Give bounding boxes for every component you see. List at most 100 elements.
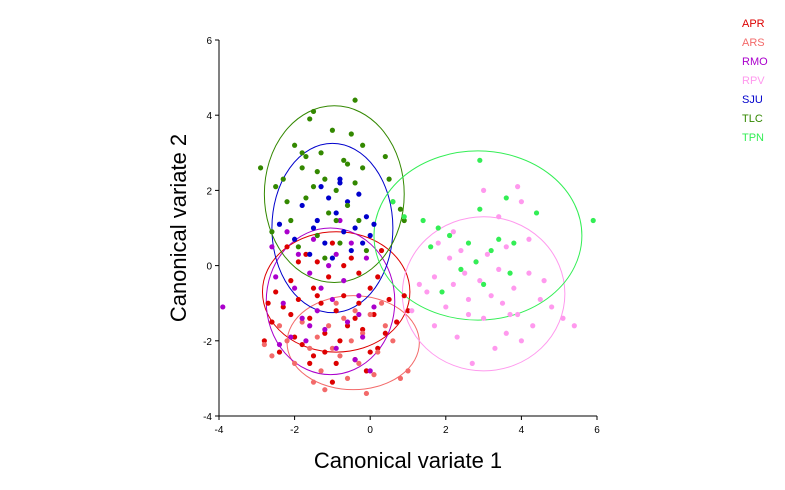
point-tlc xyxy=(352,180,358,186)
point-apr xyxy=(295,259,301,265)
point-rmo xyxy=(367,368,373,374)
point-rpv xyxy=(409,308,415,314)
point-rmo xyxy=(333,251,339,257)
point-apr xyxy=(276,349,283,355)
point-rmo xyxy=(307,270,313,276)
ellipse-tpn xyxy=(373,150,583,321)
point-tpn xyxy=(477,157,483,163)
point-apr xyxy=(299,341,305,348)
point-tlc xyxy=(295,244,301,250)
point-rpv xyxy=(560,315,566,321)
point-apr xyxy=(322,330,328,336)
point-sju xyxy=(363,214,370,220)
point-rpv xyxy=(549,304,555,310)
point-sju xyxy=(329,255,335,261)
point-rpv xyxy=(526,270,532,276)
point-tlc xyxy=(326,210,332,216)
point-rmo xyxy=(269,244,275,250)
point-rmo xyxy=(273,274,279,280)
point-rpv xyxy=(511,285,517,291)
point-sju xyxy=(344,199,351,205)
point-ars xyxy=(337,353,343,359)
point-rmo xyxy=(363,255,370,261)
point-ars xyxy=(261,341,267,348)
point-rpv xyxy=(450,229,456,235)
point-sju xyxy=(337,176,343,182)
point-rpv xyxy=(496,214,502,220)
point-rmo xyxy=(348,240,354,246)
point-rpv xyxy=(492,345,498,351)
legend-entry-tpn: TPN xyxy=(742,132,764,144)
point-apr xyxy=(386,296,392,303)
ellipse-sju xyxy=(271,142,394,314)
x-tick-label: -2 xyxy=(290,425,299,436)
point-tlc xyxy=(322,255,328,261)
point-tlc xyxy=(292,142,298,148)
point-sju xyxy=(333,210,339,216)
point-apr xyxy=(375,345,381,351)
point-rpv xyxy=(458,247,464,254)
point-apr xyxy=(310,285,317,291)
point-rpv xyxy=(518,338,525,344)
point-ars xyxy=(378,300,385,306)
point-rpv xyxy=(481,187,487,193)
point-apr xyxy=(382,330,388,336)
point-ars xyxy=(356,360,362,366)
y-tick-label: 4 xyxy=(206,111,212,122)
point-apr xyxy=(261,338,267,344)
legend: APR ARS RMO RPV SJU TLC TPN xyxy=(742,18,768,144)
point-apr xyxy=(322,349,328,355)
point-tlc xyxy=(280,176,286,182)
point-tpn xyxy=(435,225,441,231)
point-apr xyxy=(310,353,317,359)
point-tpn xyxy=(439,289,445,295)
legend-entry-rpv: RPV xyxy=(742,75,765,87)
point-rpv xyxy=(465,311,472,318)
point-rpv xyxy=(477,278,483,284)
x-tick-label: 6 xyxy=(594,425,600,436)
point-rpv xyxy=(499,300,506,306)
point-rpv xyxy=(503,330,509,336)
point-rpv xyxy=(431,323,438,329)
point-ars xyxy=(360,330,366,336)
point-ars xyxy=(341,315,347,321)
point-tlc xyxy=(337,240,343,246)
point-apr xyxy=(341,293,347,299)
point-ars xyxy=(318,368,324,374)
point-rpv xyxy=(484,251,490,257)
point-tpn xyxy=(473,259,479,265)
ellipse-rmo xyxy=(265,227,396,376)
point-rmo xyxy=(276,341,283,348)
point-apr xyxy=(352,315,358,321)
point-sju xyxy=(341,229,347,235)
point-rmo xyxy=(326,263,332,269)
point-apr xyxy=(269,319,275,325)
point-apr xyxy=(314,259,320,265)
point-tlc xyxy=(382,153,388,160)
point-tlc xyxy=(318,150,324,156)
point-rmo xyxy=(314,308,320,314)
point-rmo xyxy=(352,357,358,363)
point-ars xyxy=(326,323,332,329)
point-apr xyxy=(405,308,411,314)
point-rpv xyxy=(469,360,475,366)
point-rmo xyxy=(318,285,324,291)
point-rpv xyxy=(541,278,547,284)
x-tick-label: 4 xyxy=(519,425,525,436)
point-apr xyxy=(375,274,381,280)
y-tick-label: -2 xyxy=(203,337,212,348)
point-tlc xyxy=(269,229,275,235)
point-tlc xyxy=(401,217,407,224)
y-tick-label: -4 xyxy=(203,412,212,423)
point-apr xyxy=(356,300,362,306)
point-tlc xyxy=(329,127,335,133)
point-tlc xyxy=(360,165,366,171)
point-ars xyxy=(344,375,351,381)
point-apr xyxy=(363,368,370,374)
point-tlc xyxy=(310,184,317,190)
point-rmo xyxy=(295,251,301,257)
point-tpn xyxy=(511,240,517,246)
point-tlc xyxy=(363,247,370,254)
point-apr xyxy=(288,311,294,318)
